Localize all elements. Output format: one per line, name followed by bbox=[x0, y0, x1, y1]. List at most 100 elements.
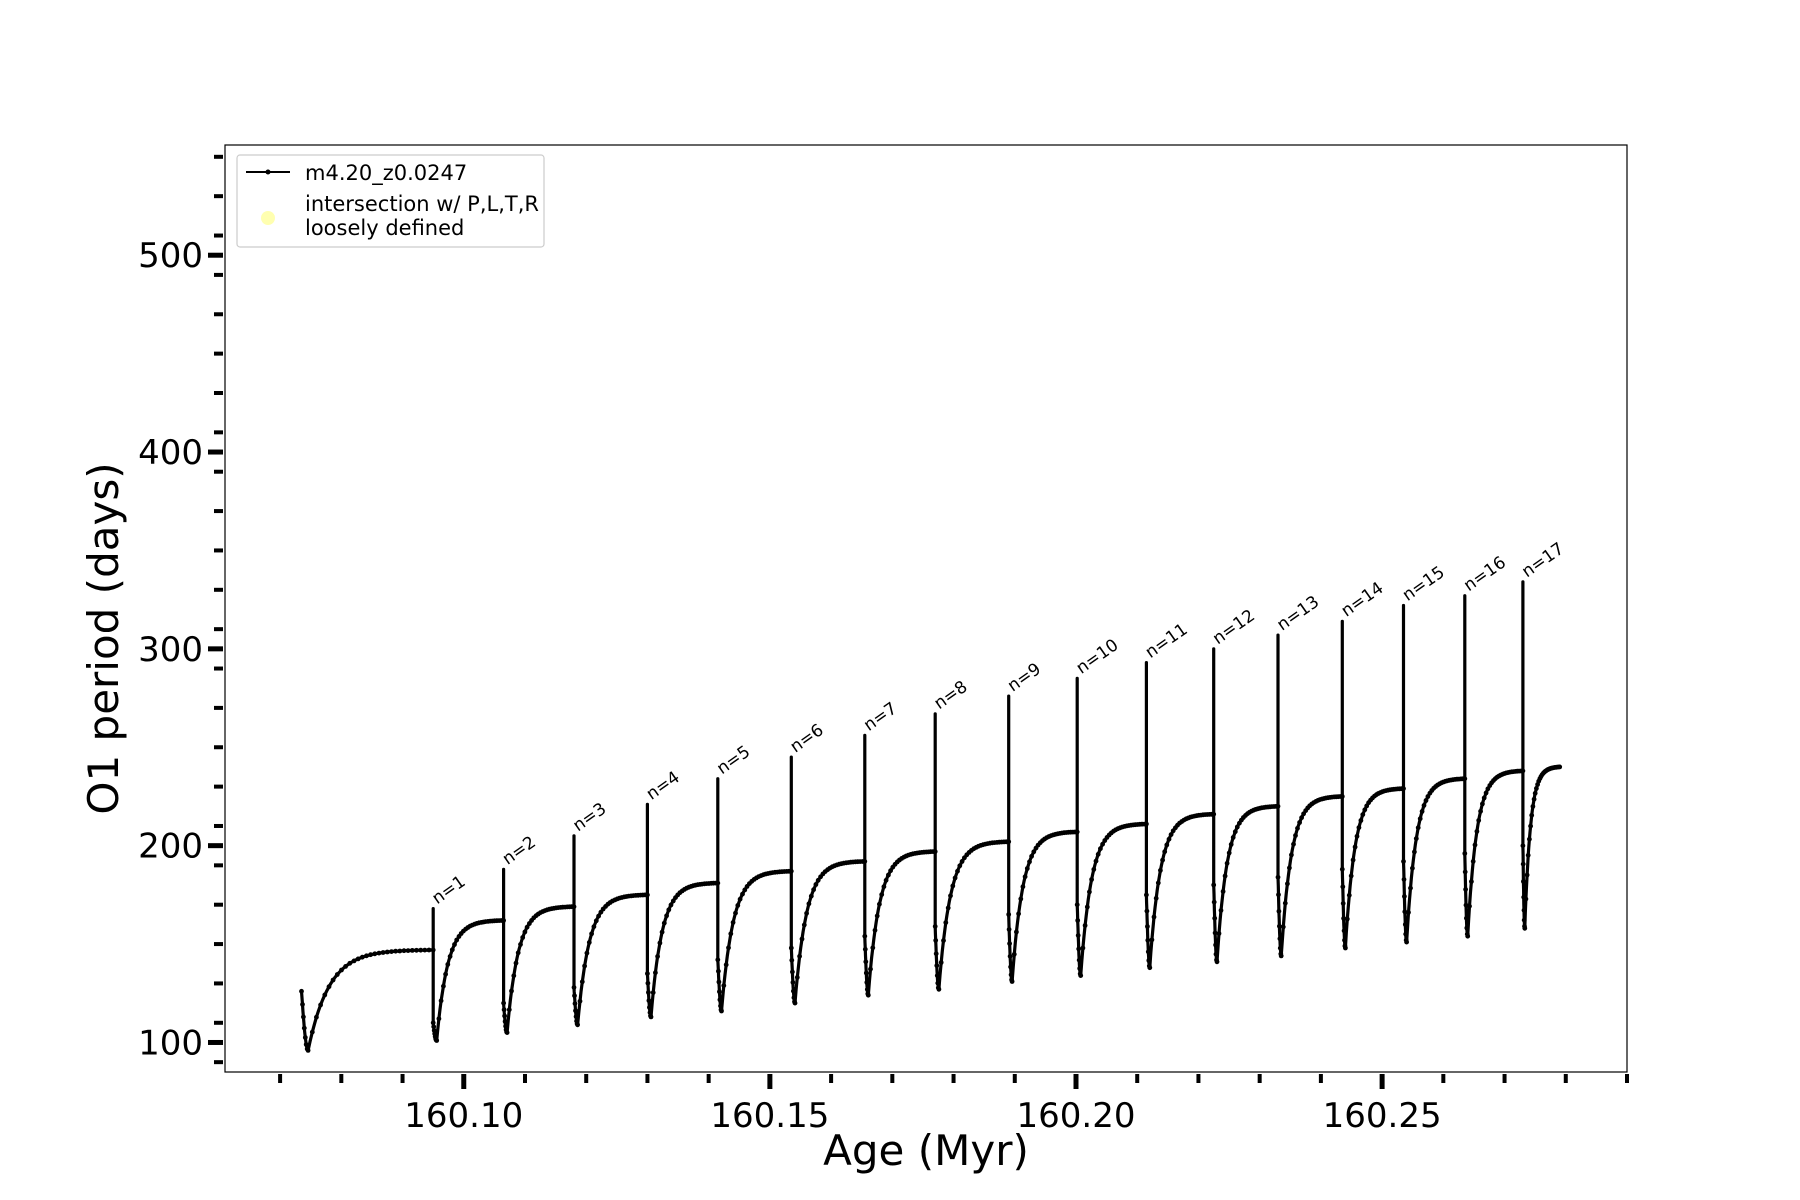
series-point bbox=[808, 893, 814, 899]
series-point bbox=[1027, 859, 1032, 865]
series-point bbox=[791, 988, 796, 994]
series-point bbox=[715, 880, 721, 886]
pulse-label: n=13 bbox=[1273, 592, 1323, 635]
series-point bbox=[1339, 794, 1345, 799]
series-layer bbox=[299, 580, 1563, 1053]
series-point bbox=[520, 935, 526, 940]
series-point bbox=[788, 945, 794, 951]
series-point bbox=[886, 872, 891, 878]
series-point bbox=[1527, 836, 1532, 842]
series-point bbox=[645, 971, 650, 976]
series-point bbox=[1211, 882, 1217, 888]
series-point bbox=[1525, 852, 1531, 858]
series-point bbox=[414, 947, 419, 953]
series-point bbox=[717, 997, 723, 1003]
series-point bbox=[1089, 877, 1094, 882]
series-point bbox=[1523, 896, 1529, 902]
series-point bbox=[730, 920, 736, 925]
series-point bbox=[1291, 841, 1296, 847]
series-point bbox=[572, 993, 577, 999]
series-point bbox=[501, 1007, 507, 1013]
series-point bbox=[1162, 849, 1168, 855]
series-point bbox=[1232, 829, 1238, 835]
legend-box bbox=[236, 154, 545, 248]
series-point bbox=[789, 957, 795, 963]
series-point bbox=[1087, 889, 1092, 895]
series-point bbox=[943, 920, 949, 925]
series-point bbox=[933, 951, 939, 957]
series-point bbox=[1360, 812, 1366, 817]
series-point bbox=[351, 958, 357, 964]
pulse-label: n=17 bbox=[1518, 539, 1568, 582]
series-point bbox=[1423, 798, 1429, 803]
series-point bbox=[1076, 957, 1082, 963]
series-point bbox=[933, 938, 939, 943]
series-point bbox=[1007, 941, 1012, 946]
series-point bbox=[1095, 851, 1101, 857]
series-point bbox=[1341, 928, 1347, 934]
series-point bbox=[1472, 842, 1478, 848]
series-line bbox=[299, 580, 1561, 1052]
series-point bbox=[1520, 768, 1526, 774]
x-axis-label: Age (Myr) bbox=[823, 1126, 1029, 1175]
series-point bbox=[801, 922, 807, 928]
series-point bbox=[664, 913, 669, 919]
series-point bbox=[575, 1022, 580, 1028]
series-point bbox=[1164, 842, 1170, 848]
series-point bbox=[445, 962, 451, 967]
series-point bbox=[716, 968, 721, 974]
series-point bbox=[571, 904, 577, 910]
series-point bbox=[668, 902, 674, 908]
series-point bbox=[582, 963, 587, 969]
series-point bbox=[364, 953, 369, 959]
series-point bbox=[661, 920, 667, 926]
legend-intersection-marker bbox=[261, 211, 275, 225]
y-tick-label: 400 bbox=[138, 433, 203, 473]
series-point bbox=[813, 882, 819, 887]
series-point bbox=[300, 1002, 305, 1007]
series-point bbox=[718, 1003, 723, 1009]
pulse-label: n=9 bbox=[1004, 659, 1045, 696]
series-point bbox=[418, 947, 424, 953]
series-point bbox=[1356, 825, 1362, 830]
series-point bbox=[1339, 866, 1345, 872]
series-point bbox=[579, 979, 585, 985]
series-point bbox=[330, 977, 336, 983]
series-point bbox=[299, 988, 304, 994]
series-point bbox=[959, 859, 965, 864]
series-point bbox=[1534, 786, 1539, 791]
series-point bbox=[1234, 824, 1240, 830]
series-point bbox=[932, 849, 938, 854]
series-point bbox=[950, 883, 956, 889]
series-point bbox=[1022, 874, 1028, 880]
series-point bbox=[422, 947, 428, 953]
series-point bbox=[405, 948, 411, 953]
series-point bbox=[1075, 933, 1081, 938]
series-point bbox=[877, 901, 882, 907]
series-point bbox=[1419, 809, 1425, 814]
series-point bbox=[1352, 844, 1358, 850]
series-point bbox=[1289, 852, 1294, 858]
series-point bbox=[735, 903, 741, 908]
series-point bbox=[788, 868, 794, 874]
series-point bbox=[1074, 902, 1080, 908]
series-point bbox=[723, 962, 729, 968]
series-point bbox=[431, 1024, 437, 1030]
series-point bbox=[443, 971, 448, 977]
series-point bbox=[1354, 833, 1360, 839]
series-point bbox=[1557, 764, 1563, 770]
y-tick-label: 500 bbox=[138, 236, 203, 276]
series-point bbox=[504, 1030, 510, 1035]
y-axis-label: O1 period (days) bbox=[79, 462, 128, 814]
series-point bbox=[1016, 911, 1021, 917]
series-point bbox=[1275, 874, 1281, 880]
series-point bbox=[1220, 889, 1226, 894]
series-point bbox=[1464, 925, 1470, 931]
pulse-label: n=11 bbox=[1142, 620, 1192, 663]
series-point bbox=[1008, 972, 1014, 978]
series-point bbox=[1343, 945, 1348, 951]
series-point bbox=[1147, 965, 1153, 971]
series-point bbox=[1226, 850, 1232, 856]
series-point bbox=[1144, 892, 1149, 898]
series-point bbox=[1481, 795, 1487, 801]
